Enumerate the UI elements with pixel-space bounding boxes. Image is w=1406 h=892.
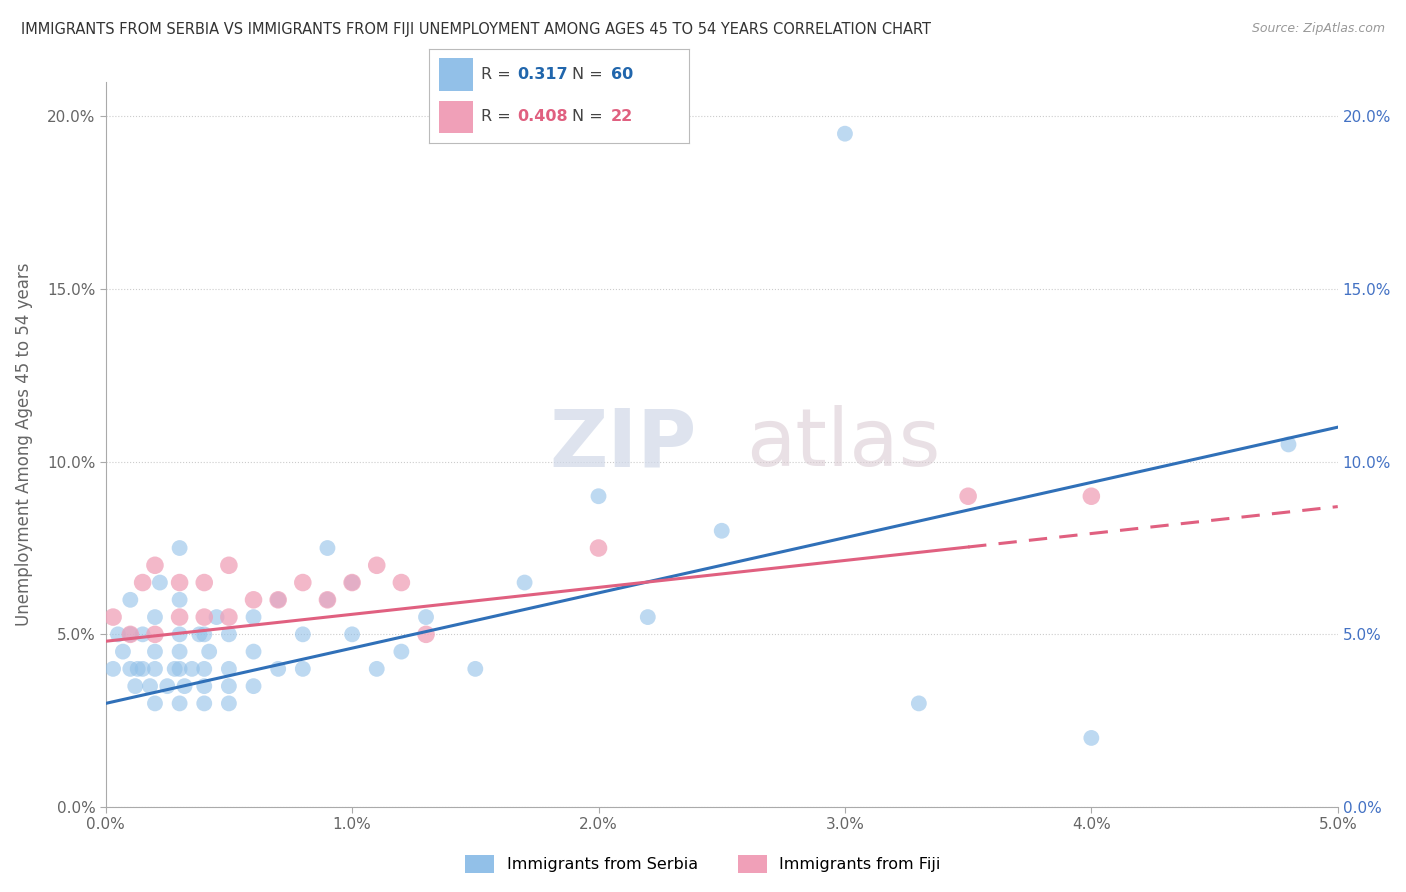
Point [127, 662, 149, 676]
Point [193, 575, 215, 590]
Text: 22: 22 [610, 109, 633, 124]
Point [143, 610, 166, 624]
Point [143, 697, 166, 711]
Point [193, 679, 215, 693]
Point [131, 627, 153, 641]
Point [316, 592, 339, 607]
Text: N =: N = [572, 67, 607, 82]
Point [120, 627, 142, 641]
Point [139, 679, 162, 693]
Point [143, 558, 166, 573]
Point [131, 575, 153, 590]
Point [1277, 437, 1299, 451]
Text: 0.317: 0.317 [517, 67, 568, 82]
Point [267, 662, 290, 676]
Y-axis label: Unemployment Among Ages 45 to 54 years: Unemployment Among Ages 45 to 54 years [15, 262, 32, 626]
Point [120, 662, 142, 676]
Text: R =: R = [481, 67, 516, 82]
Point [107, 627, 129, 641]
Point [193, 610, 215, 624]
Point [464, 662, 486, 676]
Point [316, 592, 339, 607]
Bar [439, 59, 472, 91]
Point [149, 575, 172, 590]
Point [188, 627, 211, 641]
Point [120, 627, 142, 641]
Text: 60: 60 [610, 67, 633, 82]
Point [120, 592, 142, 607]
Point [242, 679, 264, 693]
Text: atlas: atlas [747, 406, 941, 483]
Point [169, 697, 191, 711]
Point [193, 662, 215, 676]
Point [267, 592, 290, 607]
Point [218, 627, 240, 641]
Text: Source: ZipAtlas.com: Source: ZipAtlas.com [1251, 22, 1385, 36]
Point [389, 575, 412, 590]
Point [169, 592, 191, 607]
Point [291, 627, 314, 641]
Point [316, 541, 339, 555]
Point [169, 575, 191, 590]
Point [143, 645, 166, 659]
Point [101, 662, 124, 676]
Point [131, 662, 153, 676]
Point [415, 610, 437, 624]
Point [242, 592, 264, 607]
Point [218, 697, 240, 711]
Point [242, 610, 264, 624]
Point [1080, 489, 1102, 503]
Point [169, 627, 191, 641]
Point [588, 489, 610, 503]
Text: R =: R = [481, 109, 516, 124]
Point [1080, 731, 1102, 745]
Point [205, 610, 228, 624]
Point [415, 627, 437, 641]
Point [908, 697, 931, 711]
Point [198, 645, 221, 659]
Point [111, 645, 134, 659]
Point [143, 627, 166, 641]
Point [637, 610, 659, 624]
Point [267, 592, 290, 607]
Point [143, 662, 166, 676]
Point [340, 575, 363, 590]
Point [193, 697, 215, 711]
Point [834, 127, 856, 141]
Legend: Immigrants from Serbia, Immigrants from Fiji: Immigrants from Serbia, Immigrants from … [458, 848, 948, 880]
Point [169, 610, 191, 624]
Text: N =: N = [572, 109, 607, 124]
Point [218, 662, 240, 676]
Point [181, 662, 204, 676]
Point [101, 610, 124, 624]
Point [366, 558, 388, 573]
Point [218, 610, 240, 624]
Point [340, 575, 363, 590]
Point [163, 662, 186, 676]
Text: IMMIGRANTS FROM SERBIA VS IMMIGRANTS FROM FIJI UNEMPLOYMENT AMONG AGES 45 TO 54 : IMMIGRANTS FROM SERBIA VS IMMIGRANTS FRO… [21, 22, 931, 37]
Point [242, 645, 264, 659]
Point [218, 679, 240, 693]
Point [710, 524, 733, 538]
Point [513, 575, 536, 590]
Point [173, 679, 195, 693]
Point [588, 541, 610, 555]
Point [291, 575, 314, 590]
Text: ZIP: ZIP [550, 406, 697, 483]
Point [389, 645, 412, 659]
Point [340, 627, 363, 641]
Point [193, 627, 215, 641]
Point [169, 645, 191, 659]
Bar [439, 101, 472, 134]
Point [218, 558, 240, 573]
Text: 0.408: 0.408 [517, 109, 568, 124]
Point [156, 679, 179, 693]
Point [366, 662, 388, 676]
Point [124, 679, 146, 693]
Point [957, 489, 980, 503]
Point [169, 541, 191, 555]
Point [169, 662, 191, 676]
Point [291, 662, 314, 676]
